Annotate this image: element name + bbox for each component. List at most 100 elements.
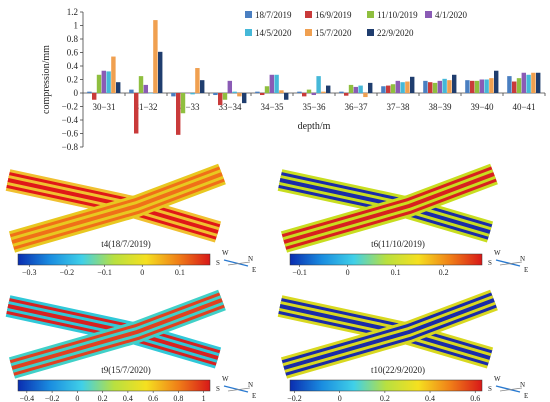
- compass-s: S: [216, 259, 220, 267]
- legend-label: 18/7/2019: [255, 10, 292, 20]
- bar-15/7/2020: [321, 91, 326, 93]
- bar-15/7/2020: [279, 90, 284, 93]
- bar-14/5/2020: [106, 71, 111, 93]
- colorbar-tick-label: 0.1: [391, 268, 401, 277]
- band-layer: [11, 172, 223, 244]
- compass-e: E: [252, 266, 256, 274]
- compass-s: S: [488, 385, 492, 393]
- contour-panel: t4(18/7/2019) −0.3 −0.2 −0.1 0 0.1 WS NE: [5, 163, 256, 277]
- compass-e: E: [252, 392, 256, 400]
- y-tick-label: 0: [74, 88, 79, 98]
- bar-16/9/2019: [512, 81, 517, 93]
- bar-4/1/2020: [269, 74, 275, 93]
- colorbar-tick-label: 0.6: [470, 394, 480, 402]
- bar-18/7/2019: [255, 91, 260, 93]
- compass-arrow: [227, 261, 251, 266]
- x-tick-label: 36−37: [344, 102, 368, 112]
- bar-16/9/2019: [428, 82, 433, 93]
- y-tick-label: −0.2: [62, 102, 78, 112]
- bar-4/1/2020: [353, 86, 359, 93]
- bar-16/9/2019: [218, 93, 223, 106]
- bar-15/7/2020: [489, 78, 494, 93]
- colorbar: [17, 253, 211, 266]
- x-tick-label: 32−33: [176, 102, 200, 112]
- colorbar-tick-label: −0.1: [292, 268, 307, 277]
- legend-label: 11/10/2019: [377, 10, 418, 20]
- bar-22/9/2020: [116, 82, 121, 93]
- colorbar-tick-label: −0.3: [22, 268, 37, 277]
- bar-4/1/2020: [143, 84, 149, 93]
- band-layer: [11, 298, 223, 370]
- bar-22/9/2020: [158, 51, 163, 93]
- bar-4/1/2020: [395, 80, 401, 93]
- bar-16/9/2019: [260, 93, 265, 96]
- bar-4/1/2020: [437, 80, 443, 93]
- legend-label: 4/1/2020: [435, 10, 468, 20]
- panel-label: t9(15/7/2020): [101, 365, 151, 375]
- y-tick-label: 0.4: [67, 61, 79, 71]
- colorbar-tick-label: 0: [338, 394, 342, 402]
- bar-15/7/2020: [195, 68, 200, 93]
- legend-label: 22/9/2020: [377, 28, 414, 38]
- compass-s: S: [488, 259, 492, 267]
- legend-swatch: [425, 11, 432, 18]
- x-tick-label: 35−36: [302, 102, 326, 112]
- bar-11/10/2019: [222, 93, 228, 100]
- x-tick-label: 34−35: [260, 102, 284, 112]
- compass-e: E: [524, 266, 528, 274]
- bar-16/9/2019: [344, 93, 349, 96]
- contour-panel: t9(15/7/2020) −0.4 −0.2 0 0.2 0.4 0.6 0.8 1 WS NE: [5, 289, 256, 402]
- panel-label: t4(18/7/2019): [101, 239, 151, 249]
- bar-22/9/2020: [284, 93, 289, 100]
- bar-18/7/2019: [171, 93, 176, 97]
- bar-16/9/2019: [302, 93, 307, 97]
- bar-16/9/2019: [470, 80, 475, 93]
- bar-14/5/2020: [484, 79, 489, 93]
- bar-14/5/2020: [358, 85, 363, 93]
- legend-swatch: [305, 29, 312, 36]
- legend-label: 15/7/2020: [315, 28, 352, 38]
- bar-15/7/2020: [237, 93, 242, 97]
- y-tick-label: −0.4: [62, 115, 79, 125]
- bar-11/10/2019: [306, 89, 312, 93]
- colorbar-tick-label: 0.4: [123, 394, 133, 402]
- bar-18/7/2019: [465, 80, 470, 93]
- compass-s: S: [216, 385, 220, 393]
- contour-panel: t6(11/10/2019) −0.1 0 0.1 0.2 WS NE: [277, 163, 528, 277]
- bar-22/9/2020: [536, 72, 541, 93]
- compass-w: W: [494, 249, 501, 257]
- bar-11/10/2019: [432, 82, 438, 93]
- bar-16/9/2019: [176, 93, 181, 135]
- bar-4/1/2020: [227, 80, 233, 93]
- compass-w: W: [222, 375, 229, 383]
- bar-16/9/2019: [92, 93, 97, 100]
- colorbar: [289, 253, 483, 266]
- colorbar-tick-label: 0.2: [98, 394, 108, 402]
- colorbar-tick-label: −0.2: [60, 268, 75, 277]
- bar-4/1/2020: [185, 93, 191, 94]
- compass-w: W: [222, 249, 229, 257]
- x-tick-label: 33−34: [218, 102, 242, 112]
- compass-n: N: [520, 381, 525, 389]
- legend-swatch: [367, 29, 374, 36]
- bar-14/5/2020: [400, 82, 405, 93]
- bar-4/1/2020: [101, 70, 107, 93]
- colorbar-tick-label: 0.2: [380, 394, 390, 402]
- compass-e: E: [524, 392, 528, 400]
- bar-14/5/2020: [316, 76, 321, 93]
- colorbar: [17, 379, 211, 392]
- bar-15/7/2020: [153, 20, 158, 94]
- bar-15/7/2020: [363, 93, 368, 98]
- colorbar-tick-label: 0: [140, 268, 144, 277]
- bar-22/9/2020: [242, 93, 247, 104]
- bar-22/9/2020: [200, 80, 205, 93]
- bar-chart: 1.2 1 0.8 0.6 0.4 0.2 0 −0.2 −0.4 −0.6 −0.8 compres…: [41, 7, 546, 150]
- compass-arrow: [495, 259, 521, 267]
- bar-14/5/2020: [442, 78, 447, 93]
- y-axis-label: compression/mm: [41, 45, 52, 114]
- bar-11/10/2019: [390, 84, 396, 93]
- colorbar-tick-label: 0.2: [439, 268, 449, 277]
- legend-swatch: [245, 29, 252, 36]
- compass-arrow: [499, 387, 523, 392]
- compass-arrow: [227, 387, 251, 392]
